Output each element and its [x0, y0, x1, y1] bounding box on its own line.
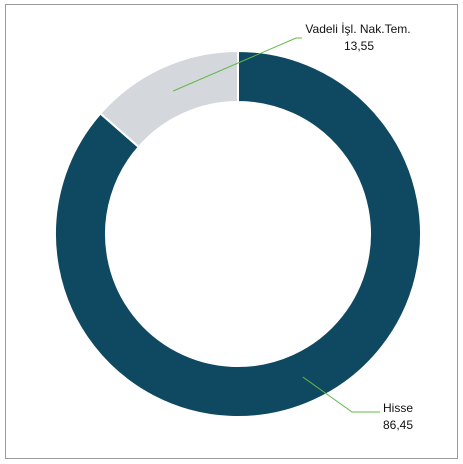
- leader-lines-layer: [173, 37, 380, 413]
- slice-label-hisse: Hisse: [383, 401, 413, 415]
- leader-line-vadeli: [173, 37, 302, 92]
- slice-value-hisse: 86,45: [383, 418, 413, 432]
- slice-vadeli: [98, 49, 239, 149]
- slice-label-vadeli: Vadeli İşl. Nak.Tem.: [305, 22, 410, 36]
- label-hisse: Hisse 86,45: [383, 401, 413, 432]
- slice-value-vadeli: 13,55: [344, 39, 374, 53]
- slice-hisse: [54, 49, 422, 418]
- leader-line-hisse: [302, 376, 380, 413]
- label-vadeli: Vadeli İşl. Nak.Tem. 13,55: [305, 22, 410, 53]
- slices-layer: [54, 49, 422, 418]
